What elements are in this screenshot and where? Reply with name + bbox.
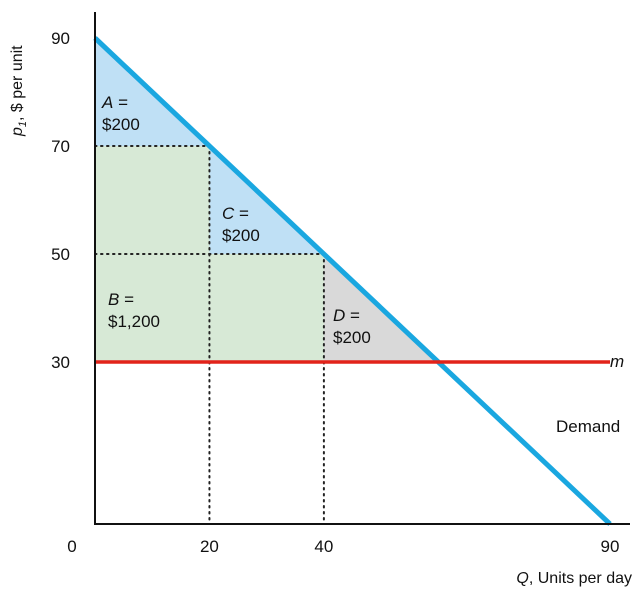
axes [94,12,630,525]
y-tick-label: 70 [51,137,70,156]
y-tick-label: 50 [51,245,70,264]
series-line-demand [93,36,612,526]
tick-labels: 0 20 40 90 30 50 70 90 [51,29,619,556]
x-tick-label: 0 [67,537,76,556]
series-lines [93,36,612,526]
region-label-b: B = $1,200 [108,290,160,331]
x-tick-label: 20 [200,537,219,556]
y-tick-label: 90 [51,29,70,48]
y-axis-title: p1, $ per unit [9,45,29,137]
region-label-c: C = $200 [222,204,260,245]
x-tick-label: 90 [601,537,620,556]
region-label-a: A = $200 [101,93,140,134]
region-labels: A = $200 B = $1,200 C = $200 D = $200 [101,93,371,347]
y-tick-label: 30 [51,353,70,372]
x-tick-label: 40 [314,537,333,556]
dotted-guides [94,145,325,525]
series-label-demand: Demand [556,417,620,436]
x-axis-title: Q, Units per day [516,570,632,587]
region-label-d: D = $200 [333,306,371,347]
series-label-m: m [610,352,624,371]
